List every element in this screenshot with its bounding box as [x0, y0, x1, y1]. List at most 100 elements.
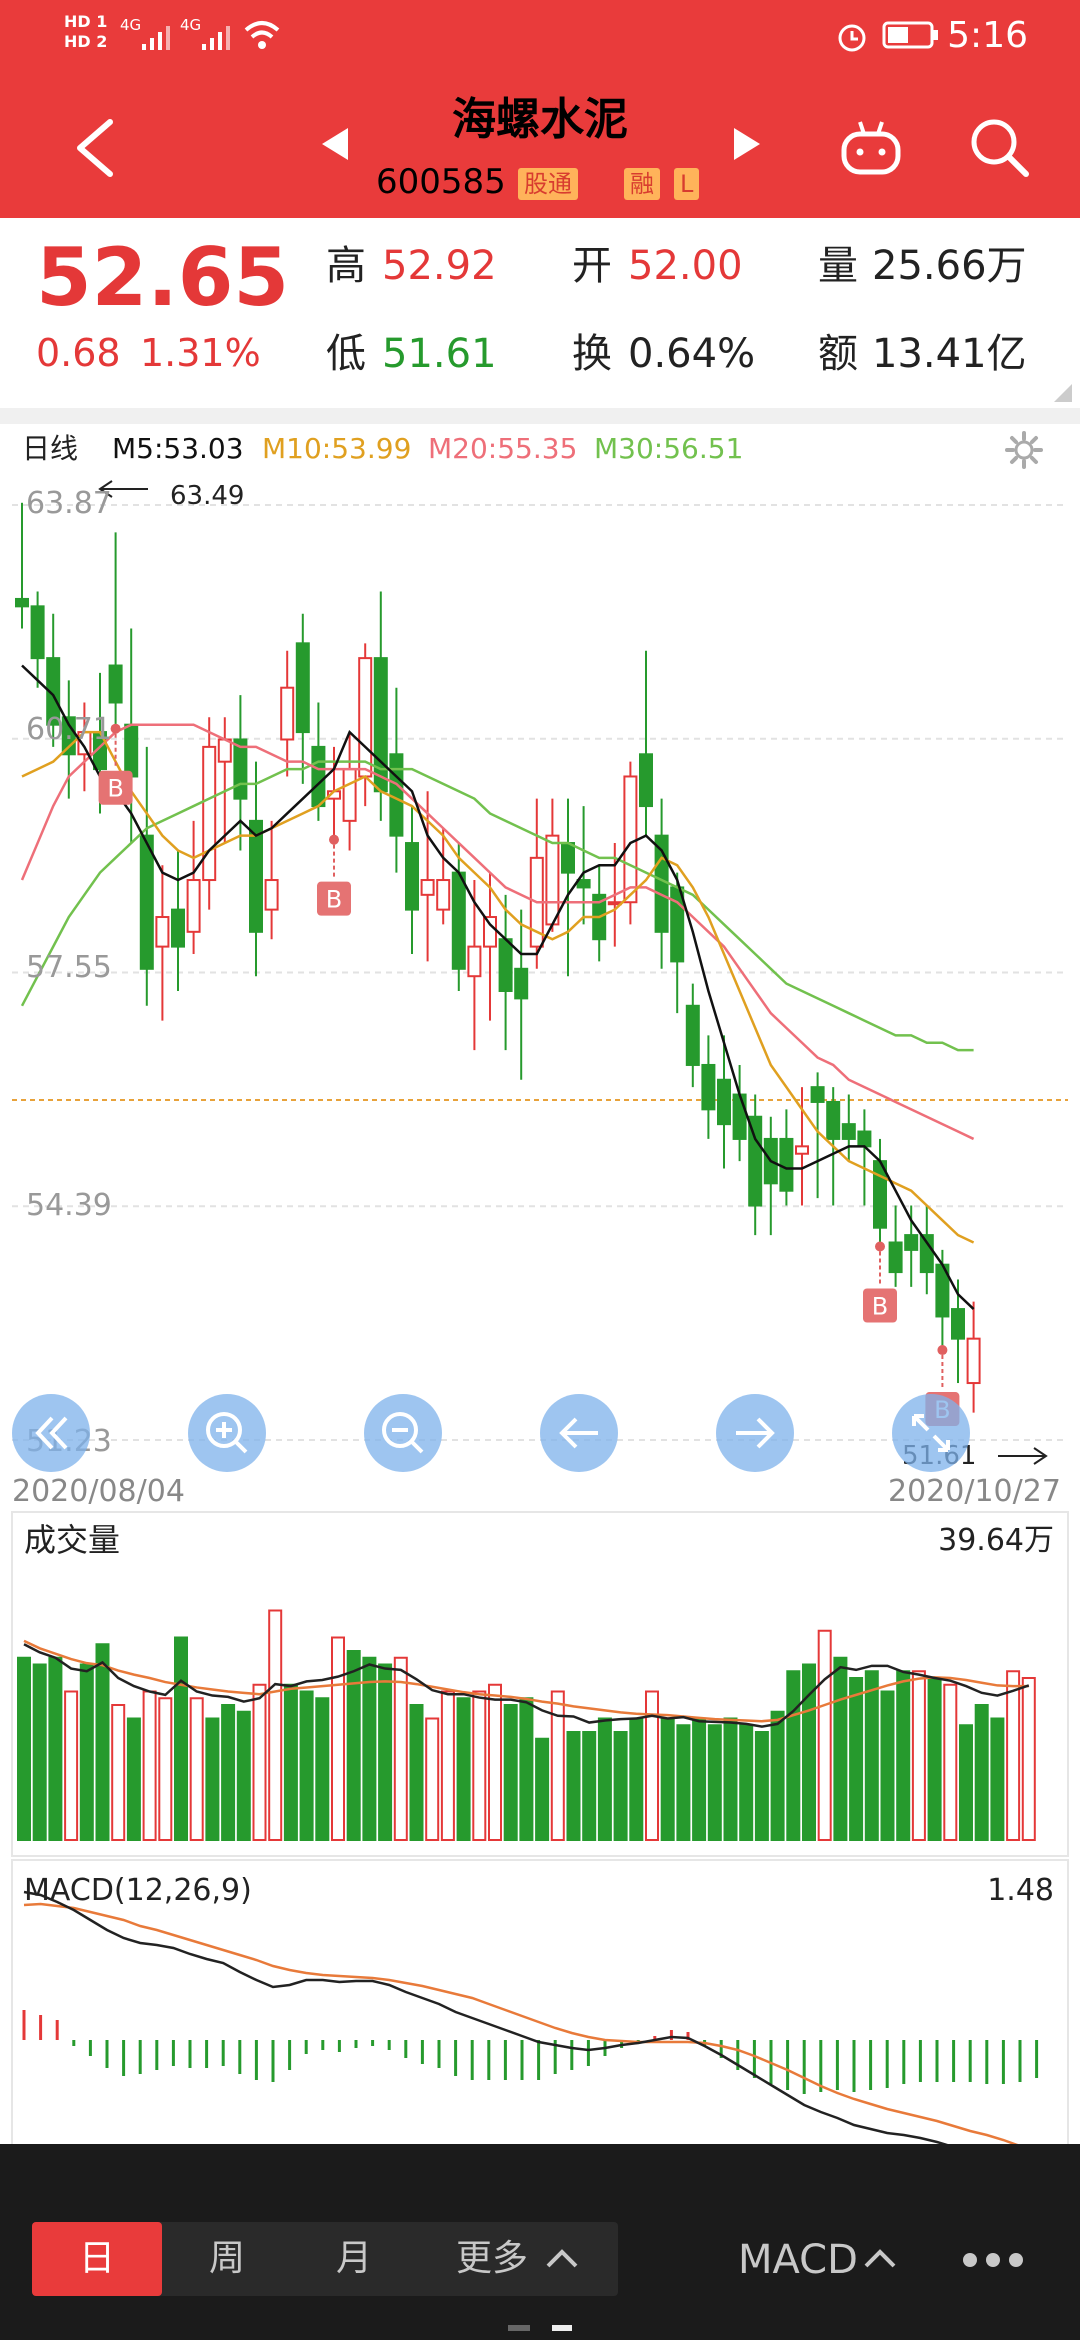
candle-body [373, 657, 388, 793]
candle-body [451, 871, 466, 970]
candle-body [155, 916, 170, 948]
candle-body [108, 664, 123, 704]
max-price-annotation: 63.49 [170, 481, 245, 511]
candle-body [545, 834, 560, 926]
volume-bar [943, 1683, 958, 1841]
y-label-3: 57.55 [26, 950, 112, 985]
volume-bar [990, 1717, 1005, 1841]
ma30-line [20, 760, 974, 1052]
arrow-left-icon [559, 1417, 598, 1449]
volume-bar [268, 1609, 283, 1841]
candle-body [311, 745, 326, 808]
kline-chart[interactable]: BBBB [0, 0, 1080, 2144]
volume-bar [660, 1717, 675, 1841]
candle-body [124, 723, 139, 778]
indicator-select-button[interactable]: MACD [738, 2237, 858, 2283]
tab-weekly[interactable]: 周 [208, 2238, 245, 2279]
chevron-up-icon[interactable] [544, 2242, 580, 2272]
zoom-in-button[interactable] [188, 1394, 266, 1472]
candle-body [30, 605, 45, 660]
next-stock-icon[interactable] [732, 126, 762, 162]
volume-bar [79, 1663, 94, 1841]
turnover-label: 换 [572, 331, 612, 377]
low-value: 51.61 [382, 331, 497, 377]
open-label: 开 [572, 243, 612, 289]
quote-panel [0, 218, 1080, 408]
volume-bar [32, 1663, 47, 1841]
x-end-date: 2020/10/27 [888, 1474, 1061, 1509]
settings-gear-icon[interactable] [1004, 430, 1044, 470]
volume-bar [252, 1683, 267, 1841]
volume-value: 25.66万 [872, 243, 1027, 289]
net2-label: 4G [180, 16, 202, 34]
volume-bar [707, 1724, 722, 1841]
stock-code: 600585 [376, 162, 506, 202]
candle-body [670, 886, 685, 963]
macd-dif-line [23, 1890, 948, 2144]
volume-bar [456, 1697, 471, 1841]
volume-bar [111, 1704, 126, 1841]
back-arrow-icon[interactable] [70, 118, 118, 178]
volume-bar [629, 1717, 644, 1841]
zoom-out-button[interactable] [364, 1394, 442, 1472]
candle-body [420, 879, 435, 896]
volume-bar [550, 1690, 565, 1841]
volume-bar [849, 1677, 864, 1841]
net1-label: 4G [120, 16, 142, 34]
volume-bar [786, 1670, 801, 1841]
volume-bar [896, 1670, 911, 1841]
turnover-value: 0.64% [628, 331, 756, 377]
candle-body [576, 879, 591, 889]
volume-bar [472, 1690, 487, 1841]
volume-bar [817, 1629, 832, 1841]
buy-marker-badge [317, 881, 351, 916]
prev-stock-icon[interactable] [320, 126, 350, 162]
volume-bar [425, 1717, 440, 1841]
candle-body [732, 1093, 747, 1140]
volume-max-value: 39.64万 [938, 1523, 1054, 1558]
volume-bar [393, 1656, 408, 1841]
candle-body [46, 657, 61, 726]
battery-icon [882, 21, 938, 49]
volume-bar [503, 1704, 518, 1841]
expand-corner-icon[interactable] [1054, 384, 1072, 402]
volume-bar [158, 1697, 173, 1841]
volume-bar [613, 1731, 628, 1841]
volume-bar [833, 1656, 848, 1841]
fullscreen-button[interactable] [892, 1394, 970, 1472]
candle-body [701, 1063, 716, 1111]
amount-label: 额 [818, 331, 858, 377]
indicator-chevron-up-icon[interactable] [862, 2242, 898, 2272]
scroll-right-button[interactable] [716, 1394, 794, 1472]
candle-body [233, 738, 248, 800]
tab-more[interactable]: 更多 [455, 2238, 528, 2279]
candle-body [264, 879, 279, 911]
volume-bar [488, 1683, 502, 1841]
scroll-left-button[interactable] [540, 1394, 618, 1472]
volume-bar [64, 1690, 79, 1841]
volume-bar [236, 1710, 251, 1841]
high-label: 高 [326, 243, 366, 289]
more-options-icon[interactable] [960, 2250, 1026, 2270]
volume-bar [440, 1690, 455, 1841]
tab-daily[interactable]: 日 [32, 2222, 162, 2296]
candle-body [467, 945, 482, 978]
volume-bar [566, 1731, 581, 1841]
volume-bar [582, 1731, 597, 1841]
page-indicator [508, 2325, 572, 2331]
last-price: 52.65 [36, 231, 290, 324]
x-start-date: 2020/08/04 [12, 1474, 185, 1509]
volume-ma-line-2 [23, 1643, 1030, 1728]
robot-assistant-icon[interactable] [838, 116, 904, 178]
section-divider [0, 408, 1080, 424]
y-label-top: 63.87 [26, 486, 112, 521]
tab-monthly[interactable]: 月 [335, 2238, 372, 2279]
candle-body [171, 908, 185, 948]
candle-body [15, 597, 29, 608]
buy-marker-label: B [326, 886, 342, 914]
volume-bar [864, 1670, 879, 1841]
search-icon[interactable] [968, 116, 1030, 178]
candle-body [280, 686, 295, 741]
buy-marker-label: B [872, 1292, 888, 1320]
scroll-left-fast-button[interactable] [12, 1394, 90, 1472]
